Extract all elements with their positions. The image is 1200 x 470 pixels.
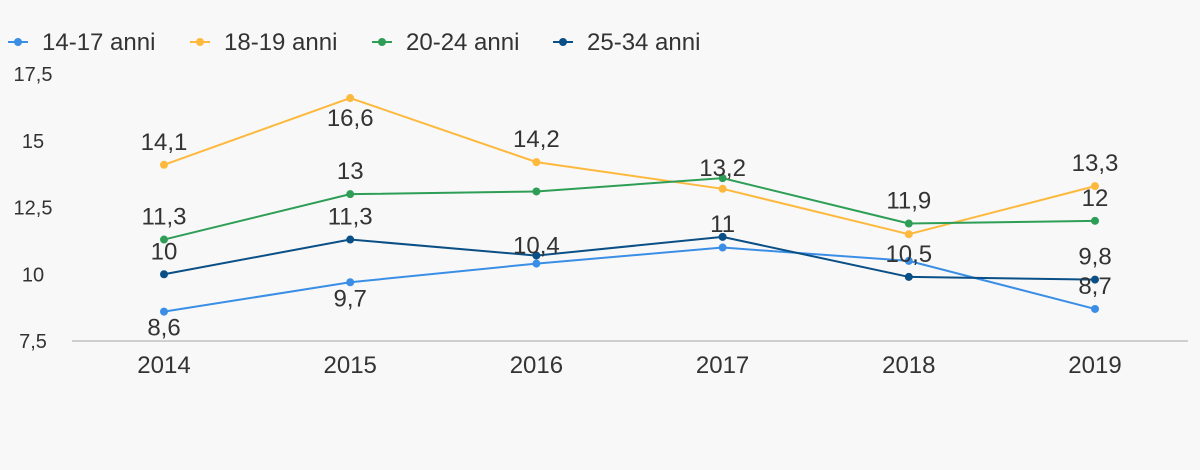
data-label: 8,7 (1078, 273, 1111, 300)
data-label: 11,3 (142, 204, 187, 231)
y-tick-label: 15 (22, 131, 44, 153)
data-label: 8,6 (147, 315, 180, 342)
data-labels: 8,6 9,7 8,7 14,1 16,6 14,2 13,3 11,3 13 13,2 11,9 1… (141, 105, 1119, 342)
legend: 14-17 anni 18-19 anni 20-24 anni 25-34 anni (8, 29, 700, 56)
x-tick-label: 2018 (882, 352, 935, 379)
data-point[interactable] (532, 259, 541, 268)
data-point[interactable] (532, 251, 541, 260)
series-line (163, 235, 1096, 281)
legend-label: 20-24 anni (406, 29, 519, 56)
data-point[interactable] (1091, 275, 1099, 284)
data-label: 16,6 (327, 105, 374, 132)
data-point[interactable] (346, 94, 355, 103)
data-point[interactable] (532, 158, 541, 167)
data-point[interactable] (160, 160, 168, 169)
legend-item[interactable]: 25-34 anni (553, 29, 700, 56)
data-label: 14,2 (513, 126, 560, 153)
series-line (163, 177, 1096, 241)
series-line (163, 96, 1096, 236)
y-tick-label: 12,5 (14, 198, 53, 220)
data-label: 13 (337, 158, 364, 185)
data-label: 11,9 (886, 188, 931, 215)
y-tick-label: 7,5 (19, 331, 47, 353)
data-label: 10,5 (885, 241, 932, 268)
data-point[interactable] (718, 174, 727, 183)
data-label: 11,3 (328, 204, 373, 231)
data-point[interactable] (160, 307, 168, 316)
legend-item[interactable]: 14-17 anni (8, 29, 155, 56)
data-point[interactable] (904, 230, 913, 239)
data-point[interactable] (718, 232, 727, 241)
data-point[interactable] (718, 243, 727, 252)
data-point[interactable] (346, 235, 355, 244)
legend-swatch-marker (559, 38, 567, 46)
data-point[interactable] (532, 187, 541, 196)
x-tick-label: 2015 (324, 352, 377, 379)
x-tick-label: 2019 (1068, 352, 1121, 379)
data-label: 11 (710, 211, 735, 238)
y-tick-label: 10 (22, 264, 44, 286)
y-axis: 7,5 10 12,5 15 17,5 (14, 64, 53, 353)
data-label: 13,3 (1072, 150, 1119, 177)
series-lines (163, 96, 1096, 313)
data-point[interactable] (1091, 304, 1099, 313)
data-label: 9,7 (334, 285, 367, 312)
legend-label: 14-17 anni (42, 29, 155, 56)
legend-swatch-marker (196, 38, 204, 46)
x-tick-label: 2014 (137, 352, 190, 379)
data-label: 9,8 (1078, 244, 1111, 271)
data-point[interactable] (904, 256, 913, 265)
data-label: 12 (1082, 185, 1109, 212)
data-point[interactable] (904, 272, 913, 281)
legend-item[interactable]: 18-19 anni (190, 29, 337, 56)
y-tick-label: 17,5 (14, 64, 53, 86)
x-tick-label: 2016 (510, 352, 563, 379)
x-tick-label: 2017 (696, 352, 749, 379)
series-line (163, 246, 1096, 313)
data-point[interactable] (1091, 216, 1099, 225)
legend-label: 25-34 anni (587, 29, 700, 56)
data-point[interactable] (904, 219, 913, 228)
legend-swatch-marker (14, 38, 22, 46)
data-label: 14,1 (141, 129, 188, 156)
data-point[interactable] (160, 270, 168, 279)
legend-label: 18-19 anni (224, 29, 337, 56)
legend-item[interactable]: 20-24 anni (372, 29, 519, 56)
x-axis: 2014 2015 2016 2017 2018 2019 (137, 352, 1121, 379)
data-point[interactable] (1091, 182, 1099, 191)
series-points (160, 94, 1099, 316)
data-label: 13,2 (699, 155, 746, 182)
data-point[interactable] (718, 184, 727, 193)
data-point[interactable] (346, 190, 355, 199)
data-point[interactable] (160, 235, 168, 244)
data-point[interactable] (346, 278, 355, 287)
data-label: 10 (151, 238, 178, 265)
legend-swatch-marker (378, 38, 386, 46)
data-label: 10,4 (513, 233, 560, 260)
